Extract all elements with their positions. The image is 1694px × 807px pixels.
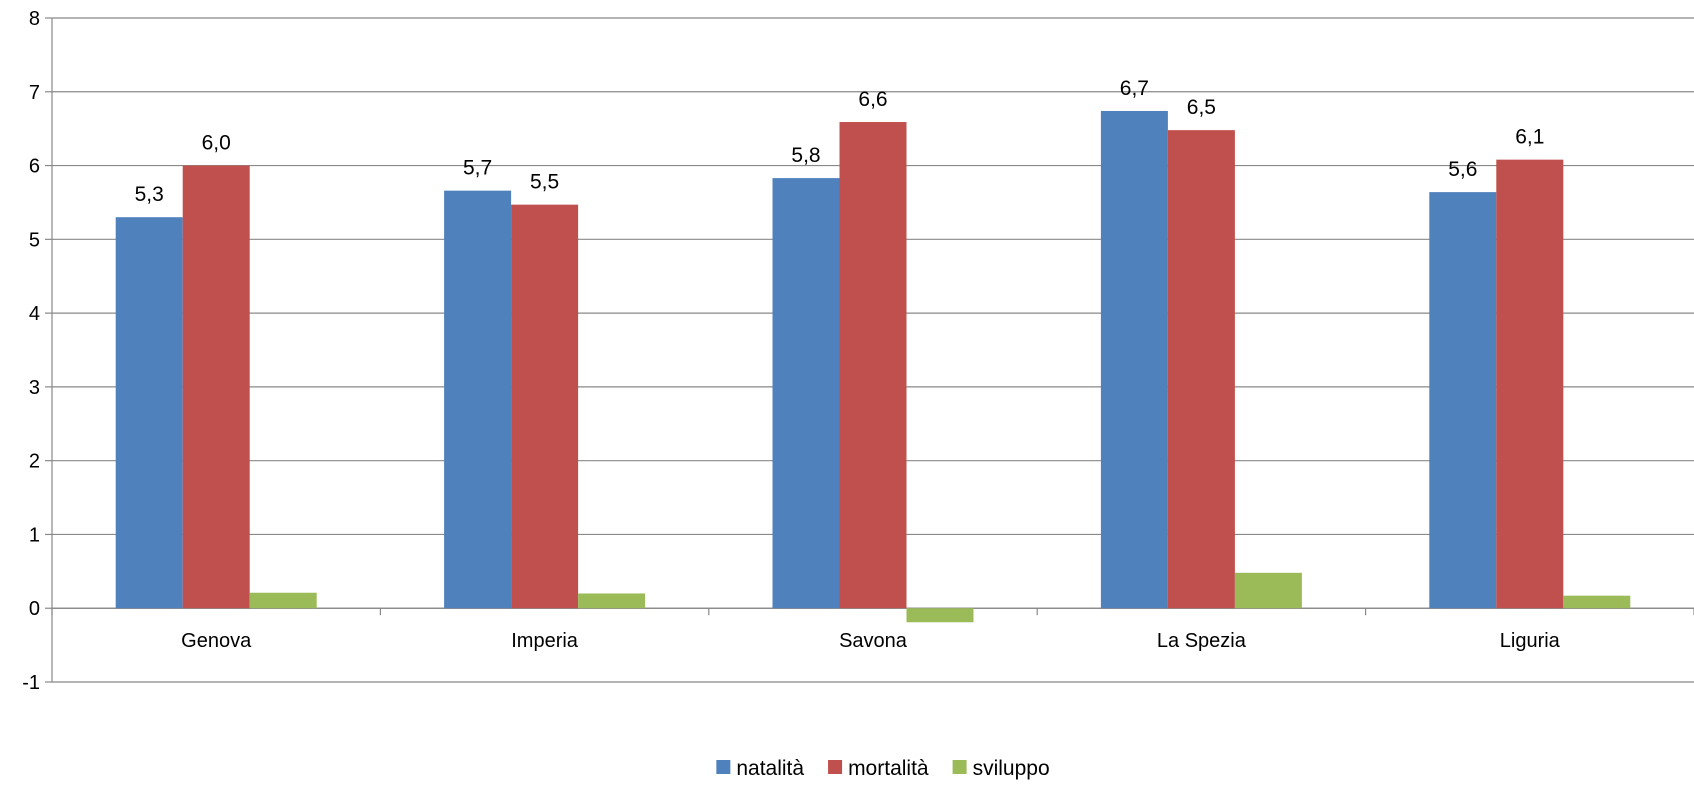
y-tick-label: 1 <box>29 524 40 546</box>
legend-label: sviluppo <box>973 757 1050 780</box>
bar <box>444 190 512 609</box>
bar <box>1563 595 1631 609</box>
data-labels: 5,3 6,0 5,7 5,5 5,8 6,6 6,7 6,5 5,6 6,1 <box>135 77 1545 206</box>
bar <box>1167 130 1235 609</box>
x-tick-label: Savona <box>839 630 908 652</box>
data-label: 6,0 <box>202 132 231 155</box>
y-tick-label: 5 <box>29 229 40 251</box>
bar <box>839 122 907 609</box>
legend-swatch <box>716 760 731 774</box>
x-tick-label: Liguria <box>1500 630 1561 652</box>
y-tick-label: 6 <box>29 156 40 178</box>
y-tick-label: 4 <box>29 303 40 325</box>
y-tick-label: 2 <box>29 451 40 473</box>
bar <box>182 165 250 609</box>
bars <box>115 110 1631 623</box>
x-tick-label: Imperia <box>511 630 579 652</box>
legend: natalità mortalità sviluppo <box>716 757 1050 780</box>
data-label: 5,3 <box>135 183 164 206</box>
bar <box>249 592 317 609</box>
bar <box>578 593 646 609</box>
data-label: 6,7 <box>1120 77 1149 100</box>
y-tick-label: 3 <box>29 377 40 399</box>
bar <box>906 608 974 623</box>
bar <box>115 217 183 609</box>
data-label: 6,1 <box>1515 126 1544 149</box>
bar <box>511 204 579 609</box>
bar <box>1429 192 1497 609</box>
data-label: 6,6 <box>858 88 887 111</box>
bar <box>772 178 840 609</box>
data-label: 6,5 <box>1187 96 1216 119</box>
y-tick-label: 0 <box>29 598 40 620</box>
data-label: 5,8 <box>791 144 820 167</box>
bar <box>1496 159 1564 609</box>
data-label: 5,6 <box>1448 158 1477 181</box>
bar <box>1234 572 1302 609</box>
y-tick-label: -1 <box>22 672 40 694</box>
legend-swatch <box>952 760 967 774</box>
data-label: 5,5 <box>530 171 559 194</box>
bar <box>1100 110 1168 609</box>
y-tick-label: 7 <box>29 82 40 104</box>
data-label: 5,7 <box>463 157 492 180</box>
y-tick-label: 8 <box>29 8 40 30</box>
x-tick-label: Genova <box>181 630 252 652</box>
legend-swatch <box>828 760 843 774</box>
x-tick-label: La Spezia <box>1157 630 1247 652</box>
legend-label: mortalità <box>848 757 929 780</box>
legend-label: natalità <box>736 757 804 780</box>
